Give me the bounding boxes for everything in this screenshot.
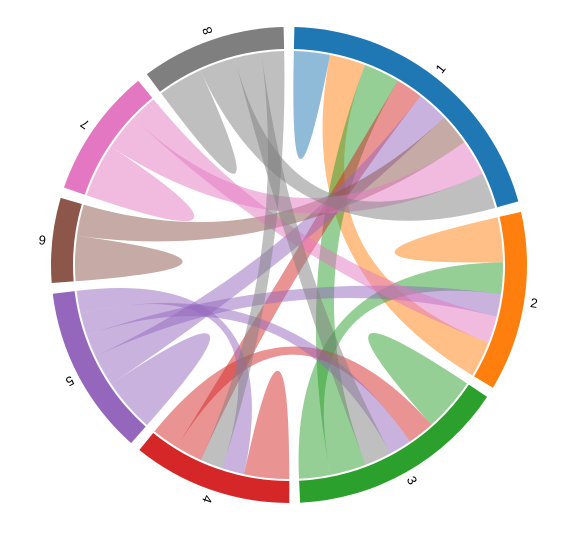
node-label: 1 <box>432 61 448 76</box>
chord <box>298 262 503 479</box>
node-arc <box>139 432 290 503</box>
node-arc <box>474 211 528 388</box>
node-arc <box>51 197 82 284</box>
node-arc <box>52 291 146 444</box>
chord <box>244 370 290 479</box>
chord <box>74 235 183 282</box>
chord <box>111 333 211 426</box>
chord <box>200 51 285 469</box>
chord <box>161 70 237 174</box>
chord <box>76 288 252 475</box>
chord <box>133 99 497 343</box>
node-label: 8 <box>199 25 216 37</box>
node-label: 3 <box>404 473 421 487</box>
chords <box>74 51 503 479</box>
chord <box>368 333 468 425</box>
node-label: 2 <box>529 295 539 311</box>
node-label: 6 <box>38 232 47 248</box>
chord <box>86 146 195 222</box>
chord <box>110 117 483 214</box>
chord <box>322 54 489 376</box>
chord <box>86 285 501 357</box>
node-arc <box>293 27 519 208</box>
chord <box>293 51 331 160</box>
chord <box>394 217 503 263</box>
chord <box>154 346 432 448</box>
node-label: 7 <box>78 116 93 132</box>
node-label: 4 <box>199 493 216 505</box>
node-label: 5 <box>63 373 76 390</box>
node-arc <box>63 80 153 195</box>
node-arc <box>146 27 285 92</box>
node-arc <box>299 384 488 503</box>
